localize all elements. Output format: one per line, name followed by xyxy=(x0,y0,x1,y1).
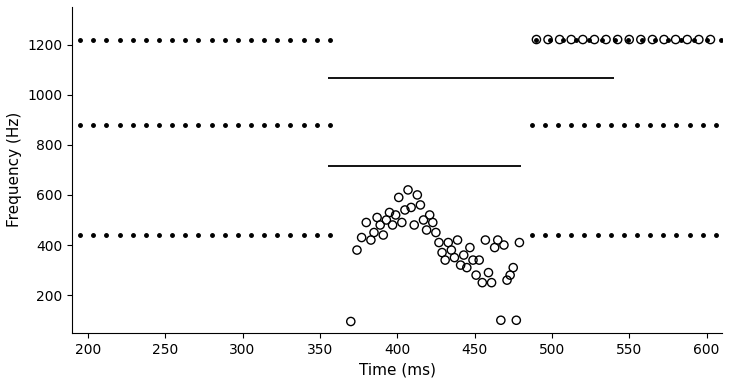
Point xyxy=(452,237,464,243)
Point xyxy=(507,265,519,271)
Point xyxy=(411,192,423,198)
Point xyxy=(510,317,522,323)
Point xyxy=(513,240,525,246)
Point xyxy=(542,36,554,43)
Point xyxy=(486,280,497,286)
Point xyxy=(473,257,485,263)
Point xyxy=(390,212,402,218)
Point xyxy=(375,222,386,228)
Point xyxy=(600,36,612,43)
Point xyxy=(495,317,507,323)
Point xyxy=(405,204,417,210)
Point xyxy=(470,272,482,278)
Point xyxy=(445,247,457,253)
Point xyxy=(427,219,439,225)
Point xyxy=(635,36,647,43)
Point xyxy=(396,219,408,225)
Point xyxy=(378,232,389,238)
Point xyxy=(458,252,469,258)
Point xyxy=(658,36,670,43)
Point xyxy=(623,36,635,43)
Point xyxy=(393,194,405,200)
Point xyxy=(440,257,451,263)
Y-axis label: Frequency (Hz): Frequency (Hz) xyxy=(7,112,22,227)
Point xyxy=(682,36,693,43)
Point xyxy=(421,227,432,233)
Point xyxy=(433,240,445,246)
Point xyxy=(647,36,658,43)
Point xyxy=(480,237,491,243)
Point xyxy=(436,250,448,256)
Point xyxy=(670,36,682,43)
Point xyxy=(498,242,510,248)
Point xyxy=(502,277,513,283)
Point xyxy=(461,265,472,271)
Point xyxy=(430,230,442,236)
Point xyxy=(402,187,414,193)
Point xyxy=(588,36,600,43)
Point xyxy=(577,36,588,43)
Point xyxy=(554,36,566,43)
Point xyxy=(504,272,516,278)
Point xyxy=(424,212,435,218)
Point xyxy=(399,207,410,213)
X-axis label: Time (ms): Time (ms) xyxy=(359,362,436,377)
Point xyxy=(483,270,494,276)
Point xyxy=(381,217,392,223)
Point xyxy=(464,245,476,251)
Point xyxy=(415,202,426,208)
Point xyxy=(612,36,623,43)
Point xyxy=(443,240,454,246)
Point xyxy=(383,209,395,215)
Point xyxy=(531,36,542,43)
Point xyxy=(455,262,467,268)
Point xyxy=(371,214,383,220)
Point xyxy=(418,217,429,223)
Point xyxy=(345,318,356,324)
Point xyxy=(705,36,717,43)
Point xyxy=(368,230,380,236)
Point xyxy=(386,222,398,228)
Point xyxy=(356,235,367,241)
Point xyxy=(365,237,377,243)
Point xyxy=(492,237,504,243)
Point xyxy=(408,222,420,228)
Point xyxy=(448,255,460,261)
Point xyxy=(566,36,577,43)
Point xyxy=(467,257,479,263)
Point xyxy=(477,280,488,286)
Point xyxy=(693,36,705,43)
Point xyxy=(360,219,372,225)
Point xyxy=(489,245,501,251)
Point xyxy=(351,247,363,253)
